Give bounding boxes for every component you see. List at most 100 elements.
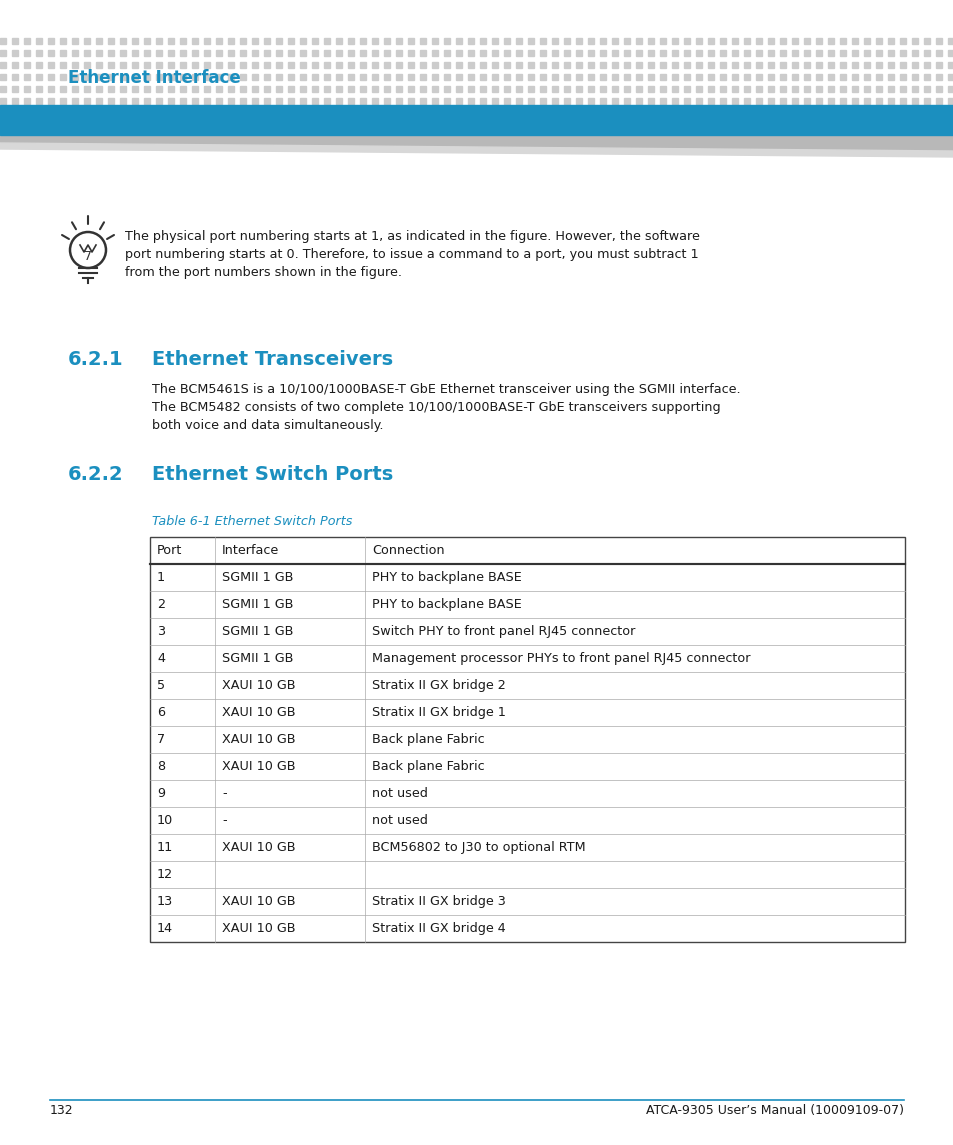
Bar bbox=[120, 98, 126, 104]
Bar bbox=[60, 74, 66, 80]
Bar bbox=[215, 50, 222, 56]
Bar bbox=[0, 62, 6, 68]
Bar bbox=[144, 98, 150, 104]
Bar bbox=[456, 74, 461, 80]
Bar bbox=[228, 74, 233, 80]
Bar bbox=[108, 50, 113, 56]
Bar bbox=[168, 98, 173, 104]
Text: 132: 132 bbox=[50, 1104, 73, 1118]
Bar bbox=[731, 86, 738, 92]
Bar bbox=[671, 74, 678, 80]
Bar bbox=[240, 38, 246, 44]
Text: Stratix II GX bridge 3: Stratix II GX bridge 3 bbox=[372, 895, 505, 908]
Bar bbox=[456, 86, 461, 92]
Text: Ethernet Interface: Ethernet Interface bbox=[68, 69, 240, 87]
Text: Stratix II GX bridge 2: Stratix II GX bridge 2 bbox=[372, 679, 505, 692]
Bar bbox=[204, 98, 210, 104]
Bar bbox=[911, 50, 917, 56]
Bar bbox=[192, 38, 198, 44]
Bar bbox=[0, 50, 6, 56]
Bar bbox=[71, 98, 78, 104]
Bar bbox=[780, 98, 785, 104]
Bar bbox=[780, 50, 785, 56]
Bar bbox=[419, 86, 426, 92]
Bar bbox=[803, 86, 809, 92]
Text: ATCA-9305 User’s Manual (10009109-07): ATCA-9305 User’s Manual (10009109-07) bbox=[645, 1104, 903, 1118]
Bar bbox=[312, 38, 317, 44]
Bar bbox=[48, 38, 54, 44]
Bar bbox=[492, 62, 497, 68]
Text: Ethernet Transceivers: Ethernet Transceivers bbox=[152, 350, 393, 369]
Bar bbox=[150, 537, 904, 942]
Bar bbox=[935, 98, 941, 104]
Text: XAUI 10 GB: XAUI 10 GB bbox=[222, 760, 295, 773]
Bar bbox=[539, 74, 545, 80]
Bar bbox=[815, 98, 821, 104]
Text: XAUI 10 GB: XAUI 10 GB bbox=[222, 895, 295, 908]
Bar bbox=[96, 50, 102, 56]
Text: Stratix II GX bridge 1: Stratix II GX bridge 1 bbox=[372, 706, 505, 719]
Bar bbox=[299, 86, 306, 92]
Bar bbox=[468, 38, 474, 44]
Bar bbox=[887, 62, 893, 68]
Bar bbox=[731, 62, 738, 68]
Bar bbox=[875, 74, 882, 80]
Bar bbox=[48, 62, 54, 68]
Bar bbox=[563, 38, 569, 44]
Bar bbox=[204, 86, 210, 92]
Bar bbox=[372, 50, 377, 56]
Bar bbox=[335, 38, 341, 44]
Bar bbox=[827, 86, 833, 92]
Bar bbox=[408, 98, 414, 104]
Bar bbox=[228, 50, 233, 56]
Bar bbox=[204, 62, 210, 68]
Bar bbox=[144, 62, 150, 68]
Bar bbox=[683, 62, 689, 68]
Bar bbox=[863, 50, 869, 56]
Bar bbox=[456, 98, 461, 104]
Bar bbox=[947, 50, 953, 56]
Bar bbox=[743, 50, 749, 56]
Bar bbox=[384, 38, 390, 44]
Bar bbox=[947, 86, 953, 92]
Bar bbox=[468, 62, 474, 68]
Bar bbox=[120, 50, 126, 56]
Bar bbox=[432, 62, 437, 68]
Bar bbox=[516, 86, 521, 92]
Bar bbox=[755, 86, 761, 92]
Polygon shape bbox=[0, 143, 953, 157]
Bar bbox=[71, 74, 78, 80]
Bar bbox=[791, 50, 797, 56]
Bar bbox=[503, 62, 510, 68]
Bar bbox=[468, 86, 474, 92]
Bar bbox=[527, 86, 534, 92]
Bar bbox=[288, 38, 294, 44]
Bar bbox=[275, 50, 282, 56]
Bar bbox=[731, 38, 738, 44]
Bar bbox=[563, 50, 569, 56]
Bar bbox=[863, 86, 869, 92]
Bar bbox=[419, 74, 426, 80]
Bar bbox=[120, 62, 126, 68]
Bar bbox=[395, 50, 401, 56]
Bar bbox=[132, 50, 138, 56]
Bar bbox=[335, 74, 341, 80]
Bar bbox=[275, 98, 282, 104]
Bar bbox=[372, 98, 377, 104]
Bar bbox=[288, 98, 294, 104]
Bar bbox=[899, 86, 905, 92]
Bar bbox=[755, 98, 761, 104]
Bar bbox=[492, 50, 497, 56]
Bar bbox=[851, 74, 857, 80]
Bar bbox=[359, 38, 366, 44]
Bar bbox=[527, 38, 534, 44]
Bar bbox=[707, 98, 713, 104]
Bar bbox=[288, 86, 294, 92]
Bar bbox=[48, 86, 54, 92]
Text: XAUI 10 GB: XAUI 10 GB bbox=[222, 922, 295, 935]
Bar bbox=[731, 50, 738, 56]
Text: SGMII 1 GB: SGMII 1 GB bbox=[222, 652, 294, 665]
Bar bbox=[743, 74, 749, 80]
Bar bbox=[108, 86, 113, 92]
Bar bbox=[683, 50, 689, 56]
